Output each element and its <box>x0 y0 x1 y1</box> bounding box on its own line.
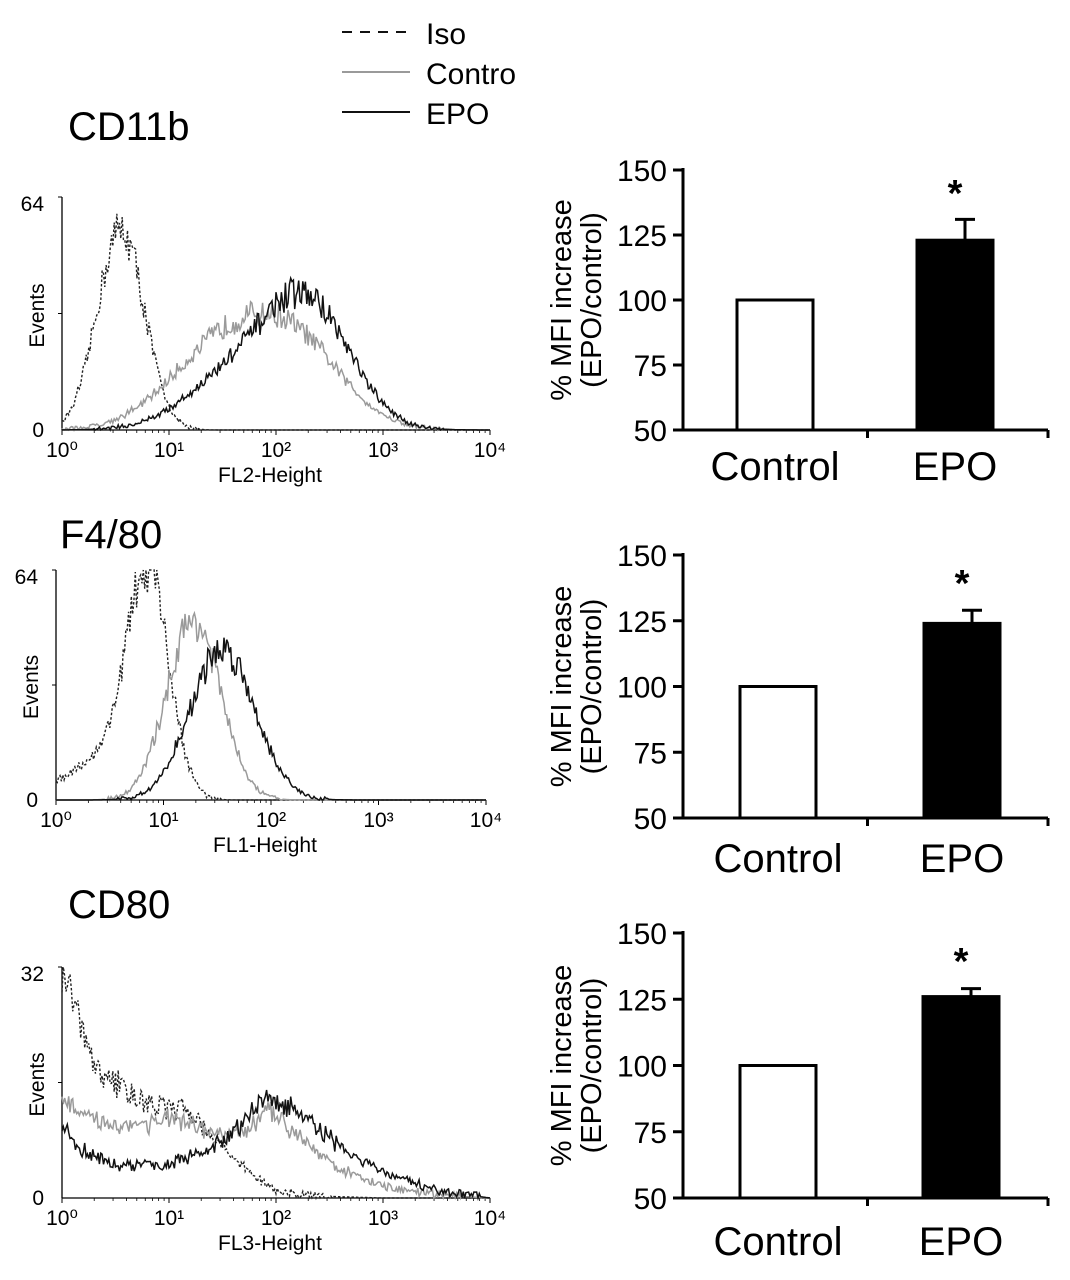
series-line-contro <box>61 300 490 433</box>
y-tick-label: 125 <box>617 606 667 639</box>
bar-y-axis-title: % MFI increase(EPO/control) <box>546 199 608 400</box>
bar-control <box>738 1064 818 1200</box>
category-label-control: Control <box>711 445 840 489</box>
significance-marker: * <box>954 941 969 983</box>
bar-control <box>735 298 815 432</box>
x-tick-label: 10⁰ <box>46 1207 78 1230</box>
series-line-contro <box>56 610 486 802</box>
y-tick-label: 64 <box>21 193 45 216</box>
bar-y-axis-title-line: % MFI increase <box>546 199 578 400</box>
y-tick-label: 100 <box>617 1051 667 1084</box>
category-label-epo: EPO <box>920 837 1004 881</box>
bar-epo <box>922 621 1002 820</box>
histogram-title: CD11b <box>68 105 190 149</box>
bar-y-axis-title-line: (EPO/control) <box>576 599 608 775</box>
legend-label-epo: EPO <box>426 98 489 131</box>
y-tick-label: 64 <box>15 566 39 589</box>
y-axis-title: Events <box>26 1052 49 1116</box>
bar-y-axis-title: % MFI increase(EPO/control) <box>546 586 608 787</box>
x-tick-label: 10¹ <box>154 1207 184 1230</box>
y-tick-label: 75 <box>634 737 667 770</box>
y-tick-label: 100 <box>617 672 667 705</box>
x-tick-label: 10⁰ <box>46 439 78 462</box>
series-line-iso <box>55 569 486 802</box>
y-tick-label: 32 <box>21 963 44 986</box>
category-label-control: Control <box>714 837 843 881</box>
legend-label-contro: Contro <box>426 58 516 91</box>
y-tick-label: 0 <box>32 419 44 442</box>
x-tick-label: 10³ <box>363 809 393 832</box>
x-tick-label: 10⁰ <box>40 809 72 832</box>
y-tick-label: 150 <box>617 918 667 951</box>
x-tick-label: 10² <box>261 439 291 462</box>
x-tick-label: 10² <box>256 809 286 832</box>
series-line-epo <box>62 275 490 432</box>
histogram-title: CD80 <box>68 883 170 927</box>
histogram-title: F4/80 <box>60 513 162 557</box>
y-tick-label: 150 <box>617 155 667 188</box>
y-tick-label: 100 <box>617 285 667 318</box>
x-tick-label: 10⁴ <box>474 439 506 462</box>
bar-y-axis-title-line: (EPO/control) <box>576 212 608 388</box>
series-line-iso <box>61 213 490 432</box>
category-label-control: Control <box>714 1220 843 1264</box>
significance-marker: * <box>955 563 970 605</box>
series-line-epo <box>56 637 486 801</box>
y-tick-label: 75 <box>634 350 667 383</box>
bar-y-axis-title-line: % MFI increase <box>546 586 578 787</box>
bar-y-axis-title: % MFI increase(EPO/control) <box>546 965 608 1166</box>
series-line-epo <box>61 1089 491 1201</box>
y-axis-title: Events <box>20 655 43 719</box>
x-tick-label: 10³ <box>368 1207 398 1230</box>
significance-marker: * <box>948 173 963 215</box>
x-tick-label: 10¹ <box>148 809 178 832</box>
y-axis-title: Events <box>26 283 49 347</box>
y-tick-label: 50 <box>634 1183 667 1216</box>
x-tick-label: 10¹ <box>154 439 184 462</box>
bar-epo <box>921 995 1001 1200</box>
y-tick-label: 0 <box>32 1187 44 1210</box>
x-axis-title: FL1-Height <box>213 834 317 857</box>
series-line-contro <box>61 1096 491 1201</box>
bar-y-axis-title-line: (EPO/control) <box>576 978 608 1154</box>
x-tick-label: 10³ <box>368 439 398 462</box>
x-tick-label: 10⁴ <box>474 1207 506 1230</box>
y-tick-label: 125 <box>617 220 667 253</box>
y-tick-label: 0 <box>26 789 38 812</box>
bar-control <box>738 685 818 820</box>
x-axis-title: FL3-Height <box>218 1232 322 1255</box>
y-tick-label: 150 <box>617 540 667 573</box>
bar-epo <box>915 238 995 432</box>
category-label-epo: EPO <box>913 445 997 489</box>
y-tick-label: 50 <box>634 803 667 836</box>
series-line-iso <box>61 966 490 1201</box>
legend-label-iso: Iso <box>426 18 466 51</box>
x-axis-title: FL2-Height <box>218 464 322 487</box>
y-tick-label: 75 <box>634 1117 667 1150</box>
x-tick-label: 10⁴ <box>470 809 502 832</box>
y-tick-label: 125 <box>617 984 667 1017</box>
y-tick-label: 50 <box>634 415 667 448</box>
x-tick-label: 10² <box>261 1207 291 1230</box>
category-label-epo: EPO <box>919 1220 1003 1264</box>
bar-y-axis-title-line: % MFI increase <box>546 965 578 1166</box>
